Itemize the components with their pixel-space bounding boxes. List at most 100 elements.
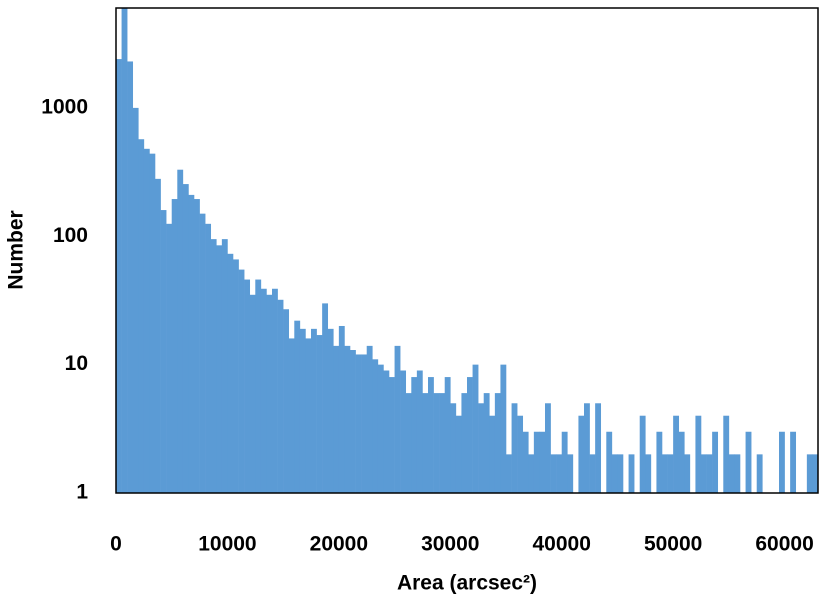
- bar: [678, 431, 685, 493]
- bar: [377, 364, 384, 493]
- bar: [366, 345, 373, 493]
- bar: [394, 345, 401, 493]
- bar: [790, 431, 797, 493]
- bar: [461, 393, 468, 493]
- bar: [506, 454, 512, 493]
- x-axis-label: Area (arcsec²): [397, 572, 537, 595]
- bar: [806, 454, 813, 493]
- bar: [455, 415, 462, 493]
- bar: [728, 454, 735, 493]
- bar: [121, 8, 128, 493]
- x-tick-label: 30000: [421, 533, 479, 556]
- bar: [327, 328, 334, 493]
- bar: [127, 61, 134, 493]
- bar: [533, 431, 540, 493]
- y-tick-label: 1: [76, 481, 88, 504]
- bar: [684, 454, 691, 493]
- bar: [160, 210, 167, 493]
- bar: [221, 239, 228, 493]
- bar: [467, 377, 473, 493]
- bar: [478, 403, 485, 493]
- bar: [311, 328, 317, 493]
- x-tick-label: 50000: [644, 533, 702, 556]
- bar: [350, 350, 356, 493]
- bar: [617, 454, 624, 493]
- bar: [149, 153, 156, 493]
- bar: [283, 309, 290, 493]
- bar: [299, 328, 306, 493]
- bar: [143, 148, 150, 493]
- bar: [611, 454, 618, 493]
- bar: [450, 403, 457, 493]
- bar: [199, 213, 206, 494]
- bar: [383, 370, 390, 493]
- bar: [188, 194, 195, 493]
- x-tick-label: 0: [110, 533, 122, 556]
- bar: [116, 59, 122, 493]
- bar: [405, 393, 412, 493]
- bar: [606, 431, 613, 493]
- bar: [712, 431, 719, 493]
- bar: [656, 431, 663, 493]
- bar: [244, 279, 251, 493]
- bar: [628, 454, 635, 493]
- bar: [238, 269, 245, 493]
- bar: [344, 345, 351, 493]
- bar: [361, 354, 368, 493]
- bar: [428, 377, 434, 493]
- bar: [400, 370, 407, 493]
- bar: [556, 454, 563, 493]
- bar: [155, 178, 161, 494]
- bar: [422, 393, 429, 493]
- bar: [260, 288, 267, 493]
- bar: [333, 345, 340, 493]
- bar: [522, 431, 529, 493]
- bar: [182, 184, 189, 493]
- bar: [584, 403, 590, 493]
- bar: [745, 431, 752, 493]
- bar: [489, 415, 496, 493]
- y-tick-label: 100: [53, 224, 88, 247]
- bar: [706, 454, 713, 493]
- bar: [210, 239, 217, 493]
- bar: [517, 415, 524, 493]
- bar: [338, 325, 345, 493]
- bar: [272, 288, 278, 493]
- bar: [701, 454, 707, 493]
- bar: [233, 259, 239, 493]
- bar: [166, 223, 173, 493]
- bar: [695, 415, 702, 493]
- bar: [779, 431, 785, 493]
- bar: [500, 364, 507, 493]
- bar: [472, 364, 479, 493]
- bar: [595, 403, 602, 493]
- y-tick-label: 1000: [41, 95, 88, 118]
- bar: [723, 415, 730, 493]
- bar: [205, 223, 212, 493]
- bar: [756, 454, 763, 493]
- bar: [567, 454, 574, 493]
- bar: [294, 320, 301, 493]
- bar: [177, 169, 184, 493]
- bar: [561, 431, 568, 493]
- y-axis-label: Number: [5, 210, 28, 289]
- x-tick-label: 60000: [755, 533, 813, 556]
- bar: [539, 431, 546, 493]
- y-tick-label: 10: [65, 352, 88, 375]
- bar: [355, 354, 362, 493]
- bar: [389, 377, 395, 493]
- bar: [132, 107, 139, 493]
- bar: [316, 335, 323, 493]
- bar: [416, 370, 423, 493]
- bar: [439, 393, 446, 493]
- bar: [511, 403, 518, 493]
- bar: [645, 454, 652, 493]
- bar: [667, 454, 674, 493]
- bar: [266, 294, 273, 493]
- plot-frame: [115, 7, 819, 494]
- bar: [433, 393, 440, 493]
- bar: [227, 253, 234, 493]
- bar: [639, 415, 646, 493]
- bar: [138, 139, 145, 493]
